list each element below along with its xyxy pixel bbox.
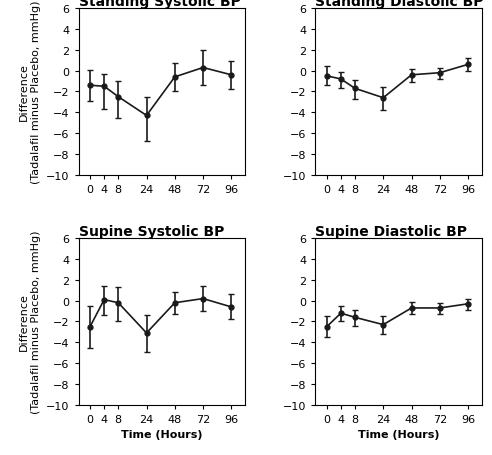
Y-axis label: Difference
(Tadalafil minus Placebo, mmHg): Difference (Tadalafil minus Placebo, mmH…	[19, 1, 41, 184]
Text: Supine Diastolic BP: Supine Diastolic BP	[315, 225, 467, 238]
X-axis label: Time (Hours): Time (Hours)	[358, 430, 439, 440]
X-axis label: Time (Hours): Time (Hours)	[122, 430, 203, 440]
Text: Supine Systolic BP: Supine Systolic BP	[79, 225, 224, 238]
Text: Standing Diastolic BP: Standing Diastolic BP	[315, 0, 484, 9]
Y-axis label: Difference
(Tadalafil minus Placebo, mmHg): Difference (Tadalafil minus Placebo, mmH…	[19, 230, 41, 413]
Text: Standing Systolic BP: Standing Systolic BP	[79, 0, 241, 9]
